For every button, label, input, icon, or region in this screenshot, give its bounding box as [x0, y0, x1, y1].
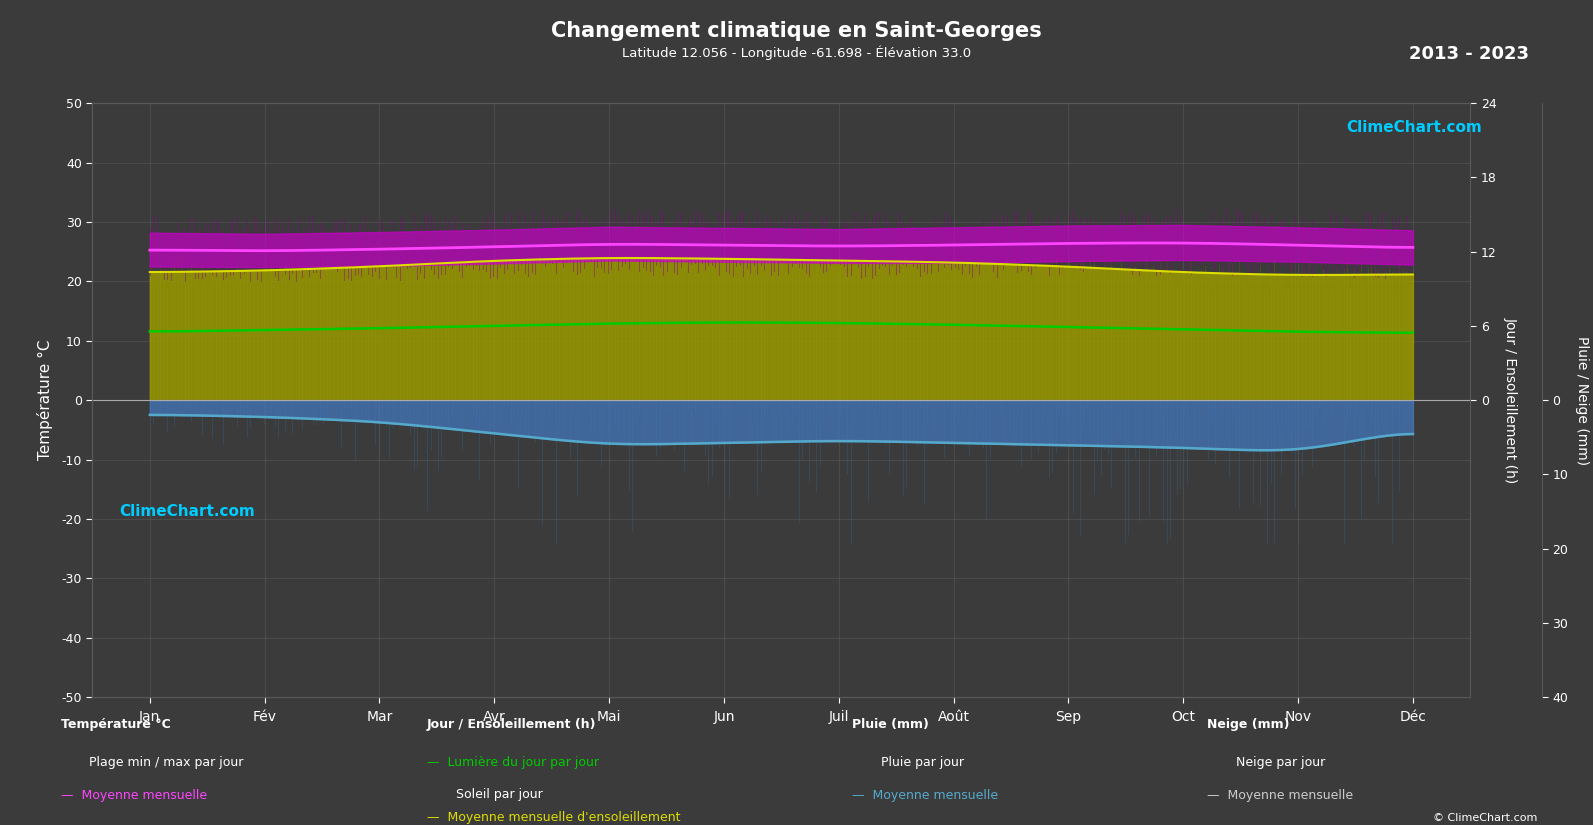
Text: ClimeChart.com: ClimeChart.com [1346, 120, 1481, 135]
Text: —  Moyenne mensuelle: — Moyenne mensuelle [61, 789, 207, 802]
Text: Neige (mm): Neige (mm) [1207, 718, 1290, 731]
Text: Température °C: Température °C [61, 718, 170, 731]
Text: Plage min / max par jour: Plage min / max par jour [89, 757, 244, 770]
Text: © ClimeChart.com: © ClimeChart.com [1432, 813, 1537, 823]
Text: 2013 - 2023: 2013 - 2023 [1410, 45, 1529, 64]
Text: —  Moyenne mensuelle: — Moyenne mensuelle [1207, 789, 1354, 802]
Y-axis label: Température °C: Température °C [37, 340, 53, 460]
Text: —  Lumière du jour par jour: — Lumière du jour par jour [427, 757, 599, 770]
Text: Neige par jour: Neige par jour [1236, 757, 1325, 770]
Text: Pluie (mm): Pluie (mm) [852, 718, 929, 731]
Y-axis label: Pluie / Neige (mm): Pluie / Neige (mm) [1575, 336, 1590, 464]
Text: —  Moyenne mensuelle: — Moyenne mensuelle [852, 789, 999, 802]
Text: Latitude 12.056 - Longitude -61.698 - Élévation 33.0: Latitude 12.056 - Longitude -61.698 - Él… [621, 45, 972, 60]
Text: —  Moyenne mensuelle d'ensoleillement: — Moyenne mensuelle d'ensoleillement [427, 811, 680, 824]
Text: Soleil par jour: Soleil par jour [456, 788, 542, 801]
Text: Changement climatique en Saint-Georges: Changement climatique en Saint-Georges [551, 21, 1042, 40]
Text: Pluie par jour: Pluie par jour [881, 757, 964, 770]
Text: ClimeChart.com: ClimeChart.com [119, 504, 255, 519]
Text: Jour / Ensoleillement (h): Jour / Ensoleillement (h) [427, 718, 596, 731]
Y-axis label: Jour / Ensoleillement (h): Jour / Ensoleillement (h) [1504, 317, 1518, 483]
